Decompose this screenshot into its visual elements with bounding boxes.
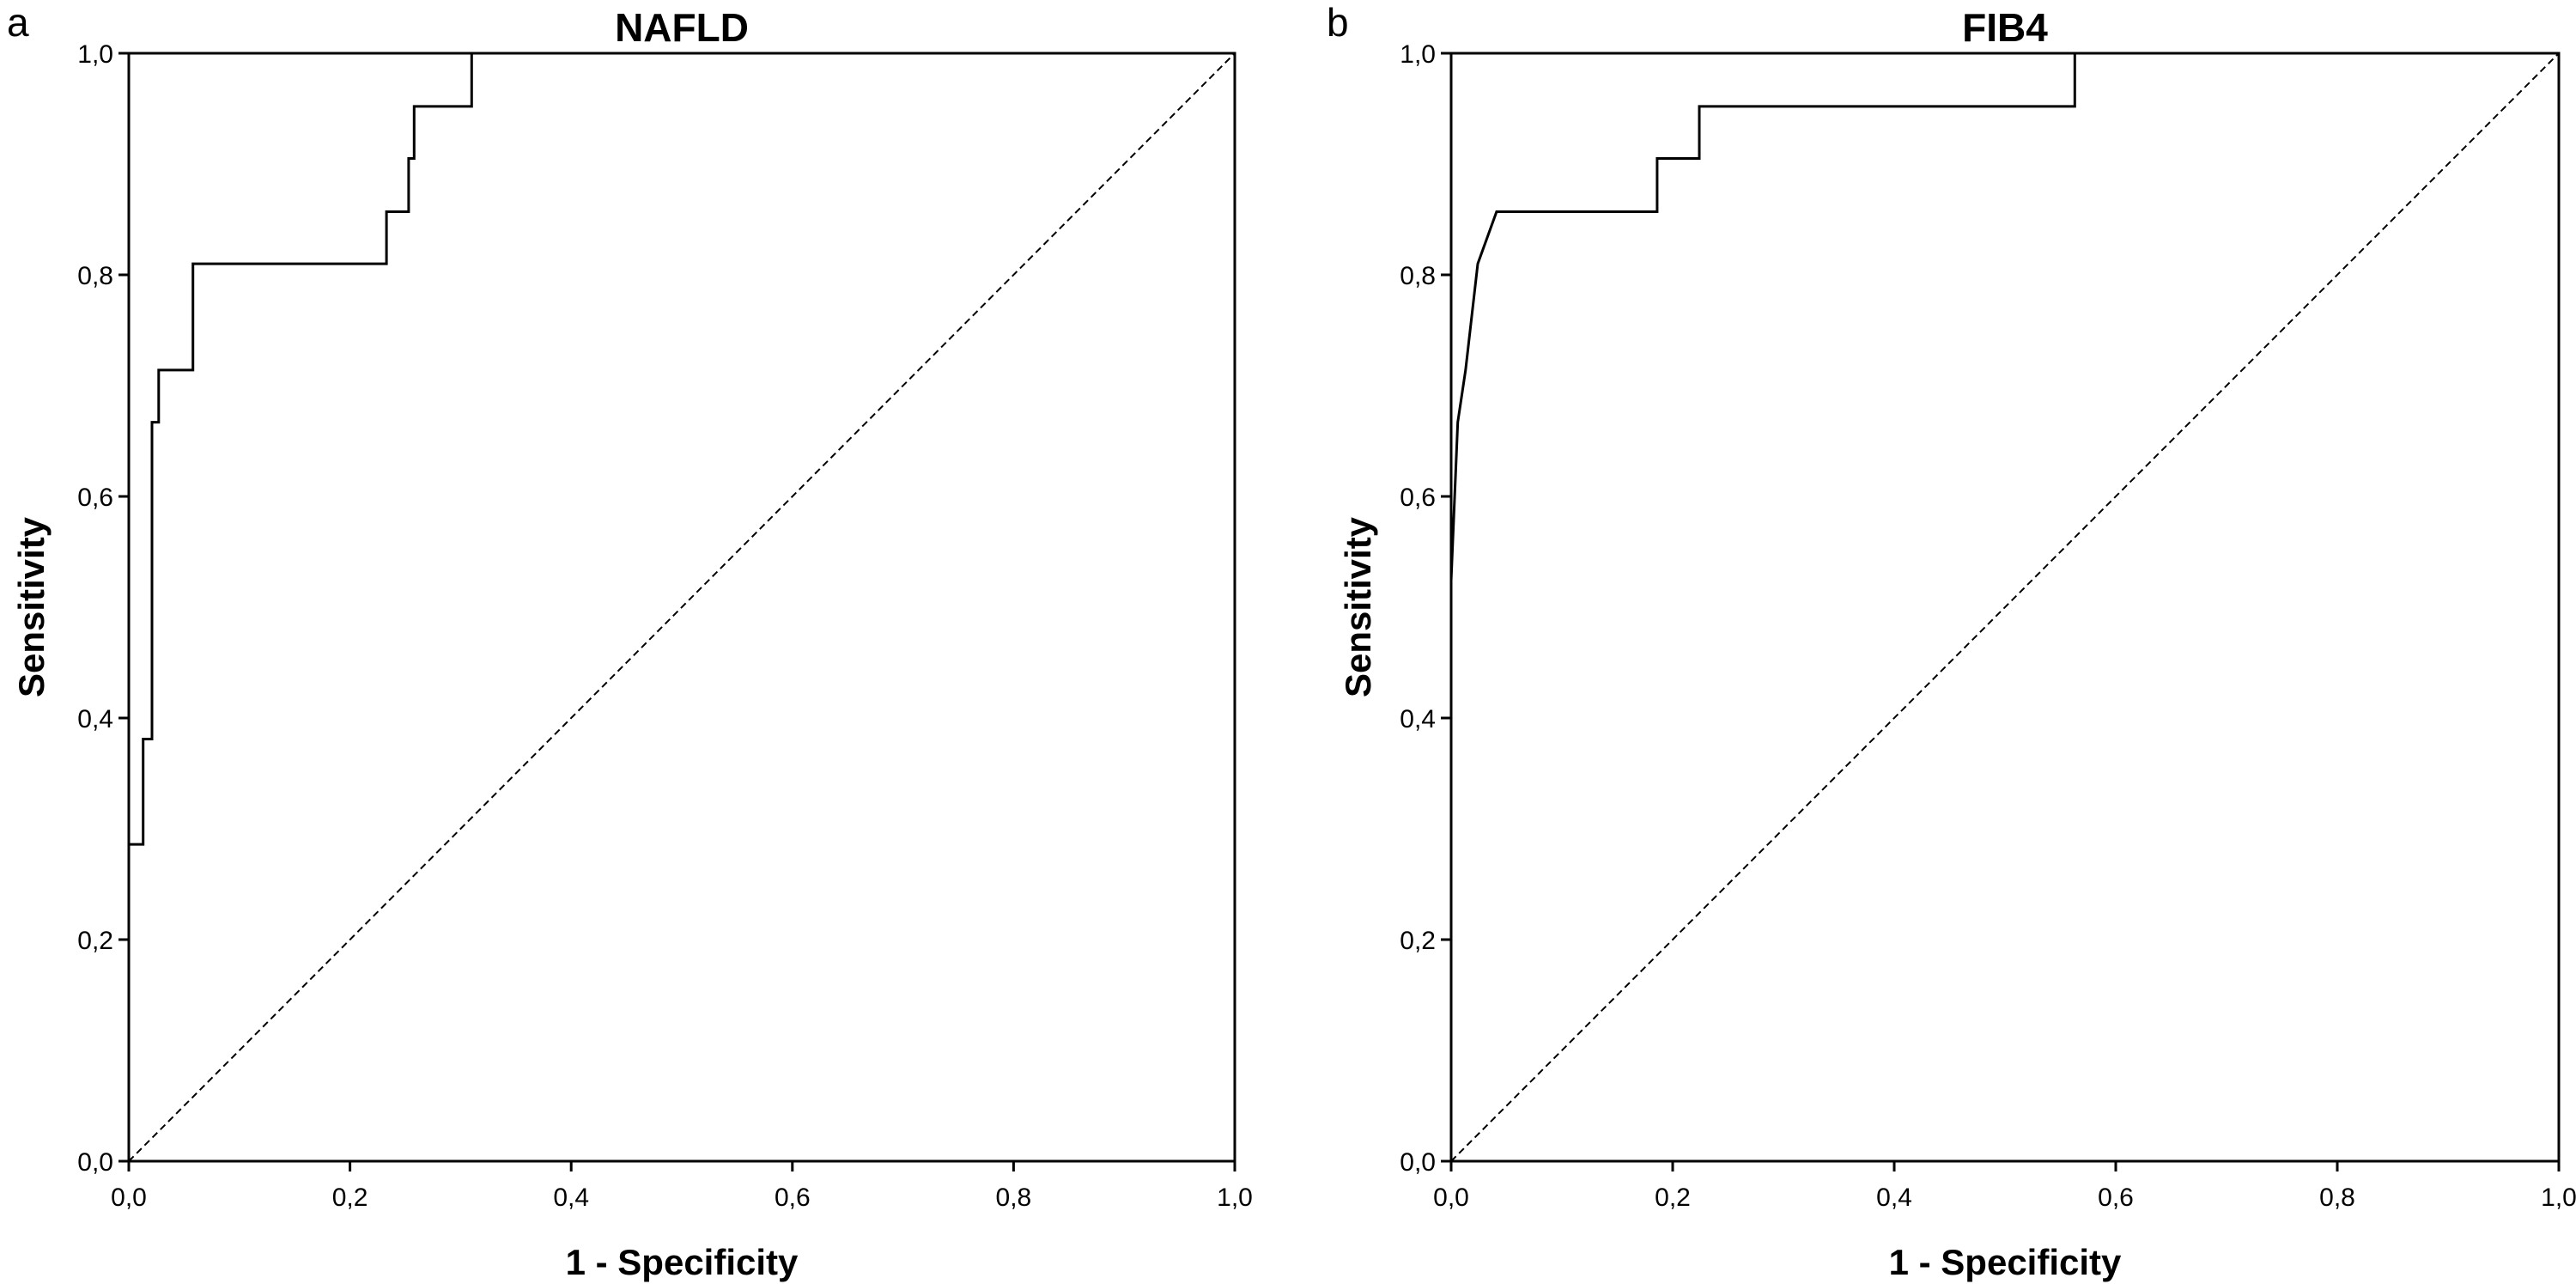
x-tick-label: 0,0 <box>1433 1184 1469 1212</box>
roc-curve-line <box>1449 52 2559 1161</box>
x-axis-label: 1 - Specificity <box>566 1242 799 1282</box>
y-axis-label: Sensitivity <box>1338 516 1378 697</box>
x-tick-label: 0,6 <box>2098 1184 2134 1212</box>
x-tick-label: 0,6 <box>775 1184 811 1212</box>
y-tick-label: 0,6 <box>77 484 113 512</box>
y-tick-label: 1,0 <box>77 40 113 69</box>
y-tick-label: 0,4 <box>77 705 113 733</box>
roc-curve-line <box>127 52 1235 1161</box>
y-tick-label: 0,2 <box>77 927 113 955</box>
x-tick-label: 0,8 <box>2319 1184 2355 1212</box>
x-tick-label: 0,4 <box>1876 1184 1912 1212</box>
x-tick-label: 0,2 <box>332 1184 368 1212</box>
y-tick-label: 0,6 <box>1400 484 1436 512</box>
y-tick-label: 1,0 <box>1400 40 1436 69</box>
y-tick-label: 0,2 <box>1400 927 1436 955</box>
x-tick-label: 0,8 <box>996 1184 1032 1212</box>
y-tick-label: 0,0 <box>77 1148 113 1177</box>
y-tick-label: 0,8 <box>1400 262 1436 290</box>
y-tick-label: 0,8 <box>77 262 113 290</box>
y-tick-label: 0,4 <box>1400 705 1436 733</box>
chart-title: FIB4 <box>1962 5 2048 50</box>
y-axis-label: Sensitivity <box>11 516 52 697</box>
x-tick-label: 1,0 <box>1217 1184 1253 1212</box>
x-axis-label: 1 - Specificity <box>1889 1242 2122 1282</box>
panel-letter: b <box>1327 0 1349 45</box>
reference-diagonal-line <box>128 52 1236 1162</box>
x-tick-label: 0,2 <box>1655 1184 1691 1212</box>
reference-diagonal-line <box>1450 52 2560 1162</box>
roc-panel-a: a NAFLD 1 - Specificity Sensitivity 0,0 0,2 0,… <box>7 0 1253 1282</box>
chart-title: NAFLD <box>615 5 749 50</box>
y-tick-label: 0,0 <box>1400 1148 1436 1177</box>
x-tick-label: 1,0 <box>2541 1184 2576 1212</box>
roc-panel-b: b FIB4 1 - Specificity Sensitivity 0,0 0,2 0,4… <box>1327 0 2576 1282</box>
x-tick-label: 0,4 <box>553 1184 589 1212</box>
x-tick-label: 0,0 <box>111 1184 147 1212</box>
panel-letter: a <box>7 0 29 45</box>
